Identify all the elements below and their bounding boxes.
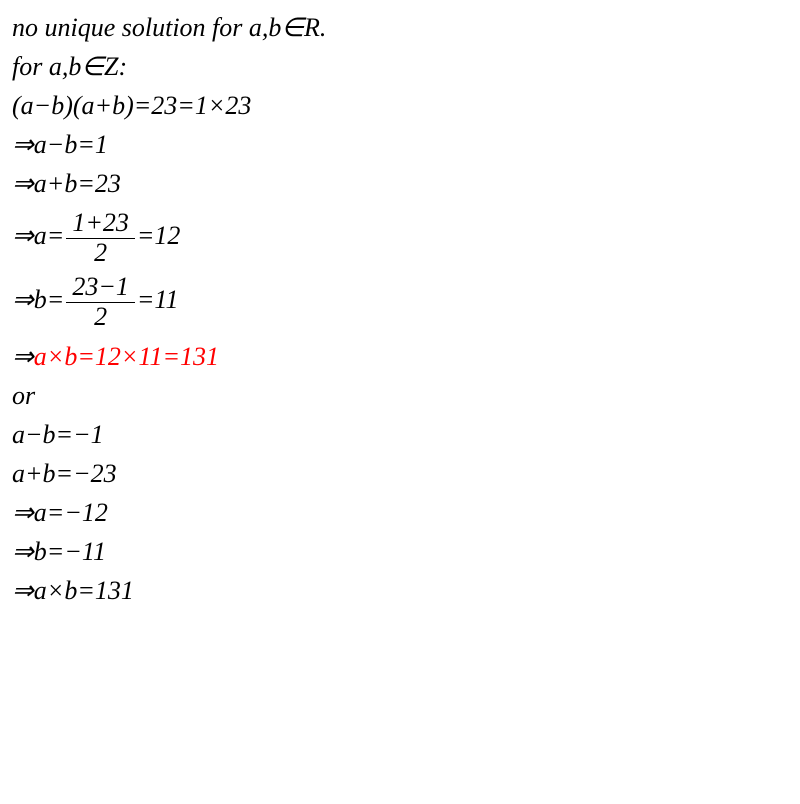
- fraction-numerator: 23−1: [66, 273, 135, 303]
- math-line-10: a−b=−1: [12, 415, 788, 454]
- fraction-numerator: 1+23: [66, 209, 135, 239]
- math-line-13: ⇒b=−11: [12, 532, 788, 571]
- math-text: =12: [137, 221, 181, 250]
- math-text: ⇒a=: [12, 221, 64, 250]
- math-line-14: ⇒a×b=131: [12, 571, 788, 610]
- math-line-4: ⇒a−b=1: [12, 125, 788, 164]
- math-line-3: (a−b)(a+b)=23=1×23: [12, 86, 788, 125]
- math-text: ⇒b=: [12, 285, 64, 314]
- math-line-6: ⇒a=1+232=12: [12, 209, 788, 267]
- fraction-denominator: 2: [66, 239, 135, 268]
- math-line-12: ⇒a=−12: [12, 493, 788, 532]
- math-text: =11: [137, 285, 179, 314]
- math-text: ⇒: [12, 342, 34, 371]
- math-line-5: ⇒a+b=23: [12, 164, 788, 203]
- fraction: 1+232: [66, 209, 135, 267]
- math-line-1: no unique solution for a,b∈R.: [12, 8, 788, 47]
- math-line-7: ⇒b=23−12=11: [12, 273, 788, 331]
- fraction-denominator: 2: [66, 303, 135, 332]
- math-line-8: ⇒a×b=12×11=131: [12, 337, 788, 376]
- fraction: 23−12: [66, 273, 135, 331]
- highlight-result: a×b=12×11=131: [34, 342, 219, 371]
- math-line-11: a+b=−23: [12, 454, 788, 493]
- math-line-2: for a,b∈Z:: [12, 47, 788, 86]
- math-line-9: or: [12, 376, 788, 415]
